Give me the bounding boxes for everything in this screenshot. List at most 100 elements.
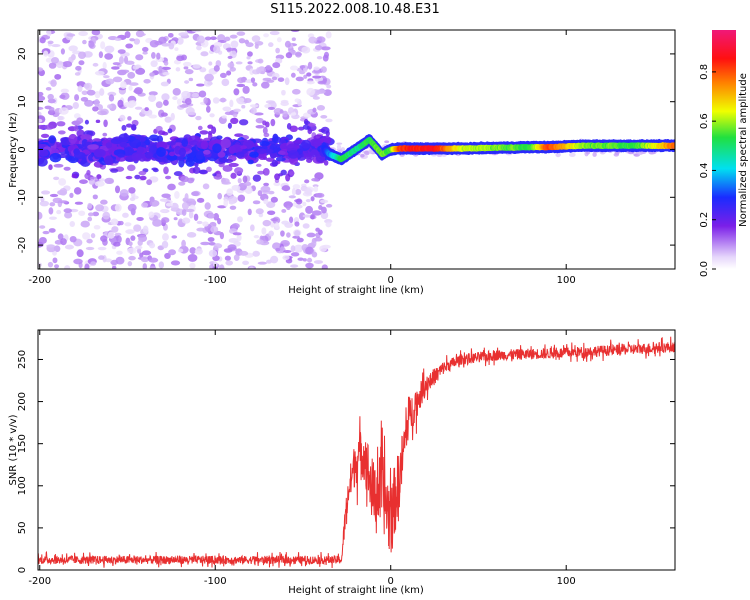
spectral-blob [141, 250, 152, 256]
spectral-blob [325, 118, 333, 123]
spectral-blob [92, 211, 100, 217]
spectral-blob [204, 73, 214, 82]
spectral-blob [68, 133, 78, 144]
spectral-blob [216, 135, 223, 140]
spectral-blob [243, 97, 252, 104]
spectral-blob [84, 119, 89, 125]
spectral-blob [115, 256, 125, 265]
spectral-blob [237, 194, 246, 202]
spectral-blob [57, 115, 65, 121]
spectral-blob [263, 132, 270, 138]
spectral-blob [305, 205, 313, 214]
spectral-blob [211, 126, 217, 135]
spectral-blob [295, 204, 303, 209]
spectral-blob [50, 79, 57, 87]
spectral-blob [311, 251, 318, 258]
colorbar-tick-label: 0.8 [699, 64, 710, 80]
spectral-blob [105, 142, 113, 149]
spectral-blob [184, 98, 192, 105]
spectral-blob [148, 211, 155, 218]
spectral-blob [160, 112, 168, 117]
spectral-blob [261, 81, 270, 89]
spectral-blob [288, 216, 294, 224]
spectral-blob [44, 124, 54, 130]
spectral-blob [264, 104, 272, 109]
spectral-blob [64, 265, 71, 269]
spectral-blob [110, 218, 119, 226]
spectral-blob [166, 141, 176, 146]
spectral-blob [174, 47, 179, 52]
spectral-blob [41, 190, 51, 195]
spectral-blob [237, 216, 243, 223]
spectral-blob [266, 79, 275, 83]
spectral-blob [307, 61, 313, 70]
spectral-blob [177, 248, 184, 253]
spectral-blob [306, 232, 316, 238]
spectral-blob [104, 45, 115, 54]
spectral-blob [316, 55, 323, 60]
spectral-blob [302, 201, 307, 207]
spectral-blob [203, 97, 208, 104]
spectral-blob [227, 244, 237, 251]
spectral-blob [243, 181, 252, 187]
spectral-blob [123, 102, 131, 108]
spectral-blob [292, 235, 300, 239]
spectral-blob [39, 37, 46, 44]
spectral-blob [141, 202, 149, 208]
spectral-blob [269, 30, 280, 36]
spectral-blob [275, 247, 281, 252]
spectral-blob [320, 114, 328, 119]
spectral-blob [200, 241, 211, 246]
spectral-blob [436, 154, 443, 158]
spectral-blob [197, 125, 203, 131]
spectral-blob [295, 198, 303, 205]
spectral-blob [262, 168, 270, 176]
spectral-blob [96, 174, 102, 180]
ridge-point [672, 142, 675, 149]
spectral-blob [142, 51, 148, 55]
spectral-blob [224, 111, 233, 116]
spectral-blob [172, 96, 178, 101]
spectral-blob [213, 243, 223, 249]
x-tick-label: 100 [557, 576, 576, 587]
spectral-blob [118, 56, 124, 65]
spectral-blob [130, 235, 136, 241]
spectral-blob [59, 94, 66, 99]
spectral-blob [233, 240, 241, 247]
spectral-blob [38, 236, 47, 244]
spectral-blob [265, 100, 276, 104]
spectral-blob [257, 58, 264, 64]
spectral-blob [305, 199, 311, 203]
spectral-blob [227, 122, 232, 129]
spectral-blob [58, 107, 69, 115]
spectral-blob [39, 200, 50, 207]
spectral-blob [195, 150, 205, 160]
spectral-blob [276, 37, 282, 43]
spectral-blob [98, 51, 104, 59]
spectral-blob [312, 107, 317, 113]
spectral-blob [320, 66, 327, 73]
spectral-blob [162, 233, 169, 241]
spectral-blob [290, 245, 296, 252]
spectral-blob [85, 246, 95, 251]
spectral-blob [294, 98, 300, 103]
spectral-blob [181, 217, 191, 224]
x-tick-label: -200 [28, 275, 51, 286]
spectral-blob [45, 86, 52, 91]
spectral-blob [69, 235, 77, 243]
spectral-blob [188, 77, 194, 82]
spectral-blob [64, 211, 73, 219]
x-tick-label: -100 [204, 275, 227, 286]
spectral-blob [259, 140, 270, 147]
x-tick-label: 0 [388, 576, 394, 587]
spectral-blob [138, 170, 147, 176]
spectral-blob [296, 237, 304, 243]
spectral-blob [97, 246, 107, 251]
spectral-blob [313, 260, 324, 264]
spectral-blob [289, 65, 299, 71]
spectral-blob [82, 232, 91, 240]
spectral-blob [159, 198, 169, 202]
spectral-blob [129, 38, 135, 42]
spectral-blob [241, 104, 246, 109]
spectral-blob [191, 191, 200, 197]
